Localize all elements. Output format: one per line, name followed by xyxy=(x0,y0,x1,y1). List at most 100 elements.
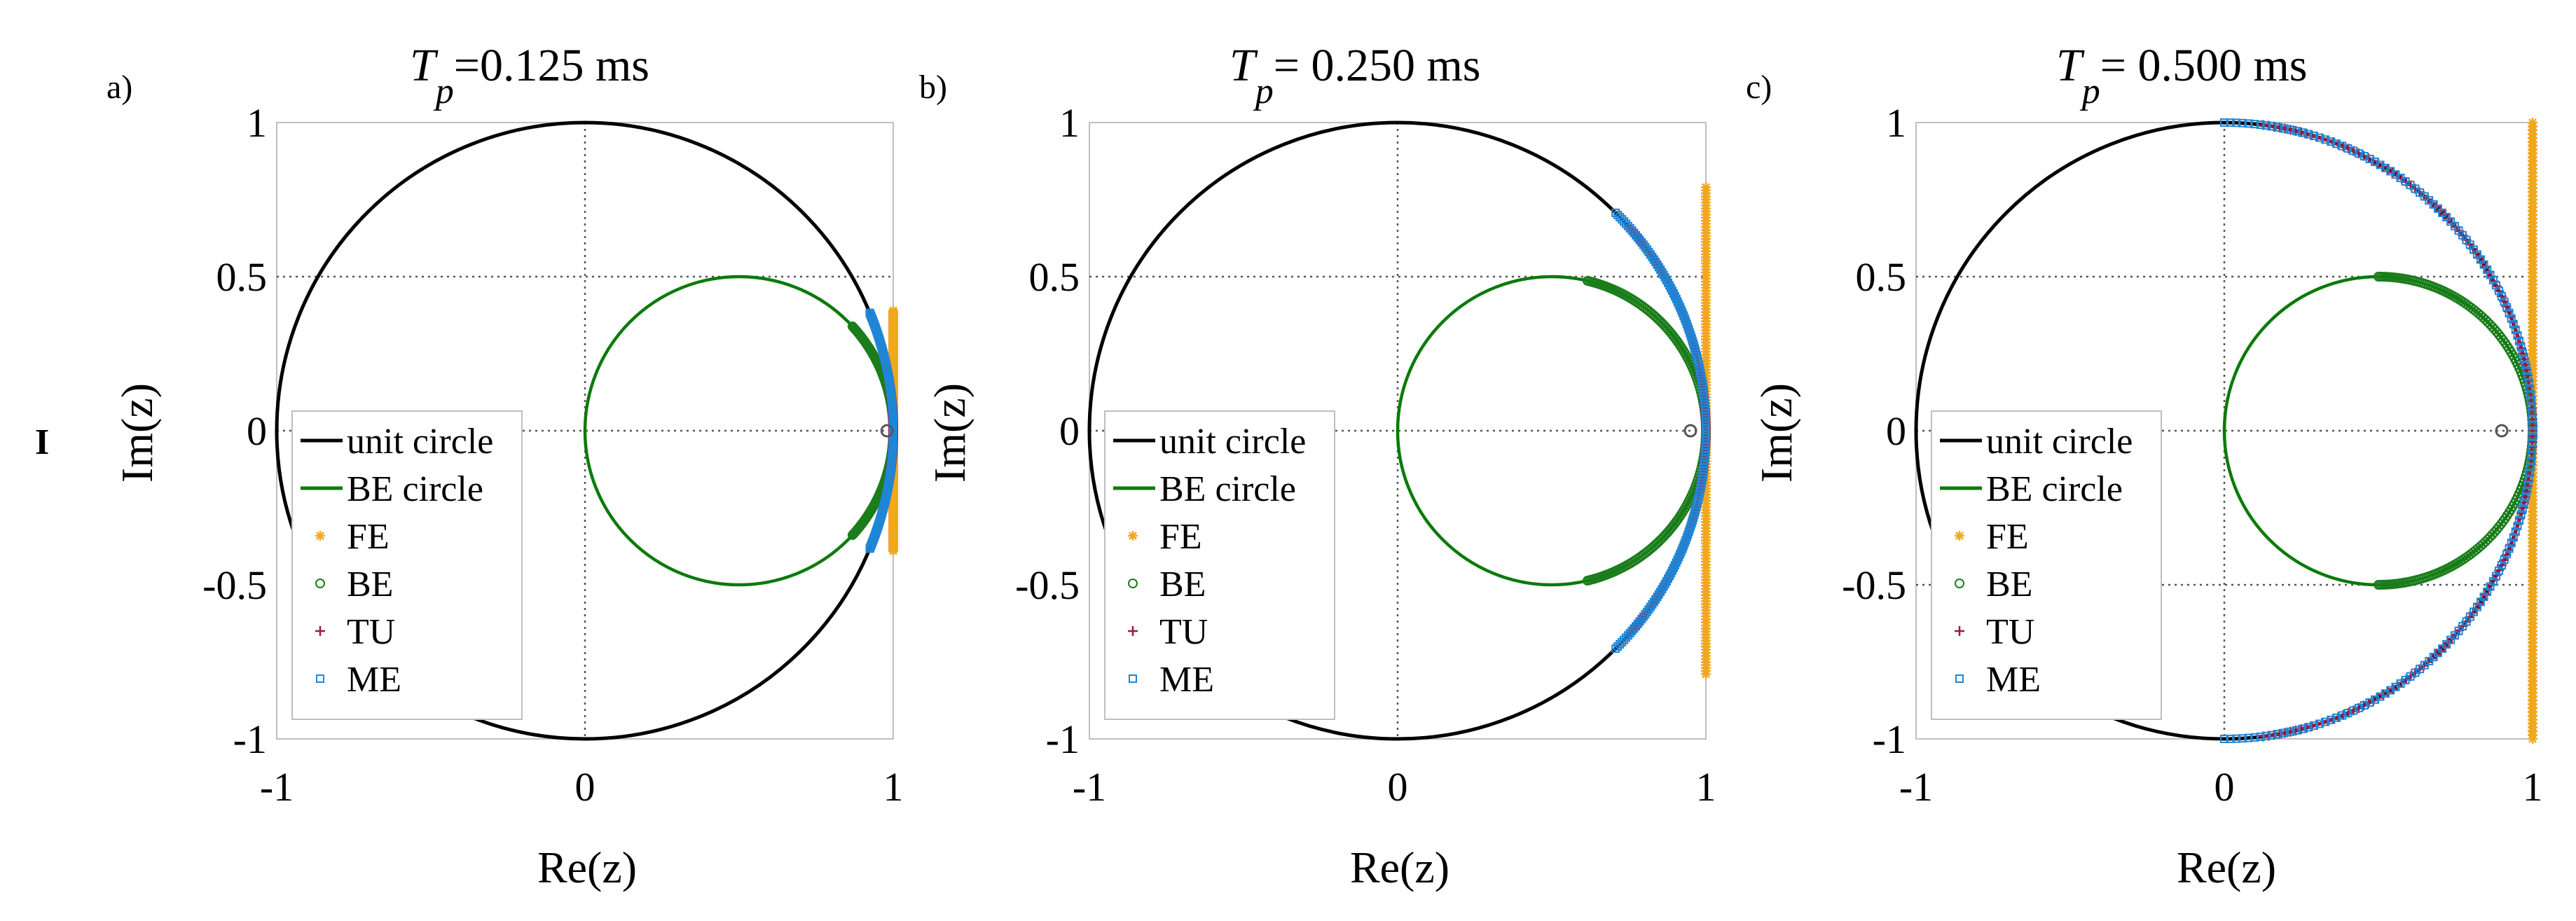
fe-point xyxy=(888,305,898,316)
me-point xyxy=(2518,348,2527,357)
me-point xyxy=(2250,733,2259,742)
me-point xyxy=(2519,498,2528,507)
title-subscript: p xyxy=(2079,71,2100,111)
panel-b: b) Tp= 0.250 ms Im(z) Re(z) -1 0 1 1 0.5 0 -0.… xyxy=(919,40,1716,892)
me-point xyxy=(2527,450,2536,459)
panel-label: a) xyxy=(106,69,132,106)
me-point xyxy=(2524,474,2533,483)
legend-item-unit-circle: unit circle xyxy=(1940,422,2133,462)
me-point xyxy=(2349,146,2358,155)
legend-item-tu: TU xyxy=(1955,612,2034,652)
me-point xyxy=(1676,547,1686,556)
me-series xyxy=(865,308,897,553)
title-value: = 0.500 ms xyxy=(2100,40,2308,91)
legend-item-fe: FE xyxy=(1955,517,2029,557)
legend-label: unit circle xyxy=(347,422,493,462)
x-tick-label: -1 xyxy=(260,764,294,810)
me-point xyxy=(2292,127,2301,136)
me-point xyxy=(2505,544,2514,553)
y-tick-label: 0 xyxy=(1059,408,1080,454)
legend-item-be-circle: BE circle xyxy=(1113,469,1296,509)
me-point xyxy=(2298,128,2307,137)
chart-title: Tp= 0.500 ms xyxy=(2056,40,2307,111)
panel-label: c) xyxy=(1746,69,1772,106)
me-point xyxy=(2355,149,2364,158)
legend: unit circle BE circle FE BE TU ME xyxy=(291,410,523,720)
legend-swatch xyxy=(315,579,325,588)
me-point xyxy=(1676,303,1685,312)
title-subscript: p xyxy=(433,71,454,111)
legend-label: BE xyxy=(1986,565,2032,604)
me-point xyxy=(1676,305,1686,314)
title-symbol: T xyxy=(2056,40,2085,91)
row-label: I xyxy=(35,422,49,462)
me-point xyxy=(1674,300,1683,309)
me-point xyxy=(2309,131,2318,140)
me-point xyxy=(1665,572,1674,581)
me-point xyxy=(1672,558,1681,567)
me-point xyxy=(2321,717,2330,726)
me-point xyxy=(2522,366,2531,375)
me-point xyxy=(1672,294,1681,303)
title-symbol: T xyxy=(1230,40,1258,91)
me-point xyxy=(2315,133,2324,142)
y-axis-label: Im(z) xyxy=(112,383,162,483)
me-point xyxy=(2232,734,2241,743)
chart-title: Tp= 0.250 ms xyxy=(1230,40,1480,111)
legend-item-be-circle: BE circle xyxy=(301,469,483,509)
me-point xyxy=(1678,544,1687,553)
me-point xyxy=(2274,123,2283,132)
legend-label: FE xyxy=(347,517,390,557)
me-point xyxy=(2513,521,2522,530)
me-point xyxy=(2298,724,2307,733)
legend-item-tu: TU xyxy=(1128,612,1208,652)
me-point xyxy=(2509,319,2518,328)
me-point xyxy=(1679,311,1688,320)
legend-swatch xyxy=(315,531,325,541)
me-point xyxy=(2256,120,2265,130)
be-point xyxy=(850,324,860,335)
me-point xyxy=(2502,303,2512,312)
be-point xyxy=(1582,275,1592,286)
me-point xyxy=(2365,154,2374,163)
me-point xyxy=(1669,563,1678,572)
be-series xyxy=(2374,272,2537,590)
me-point xyxy=(2502,550,2512,559)
me-point xyxy=(2220,118,2229,127)
me-point xyxy=(2226,118,2235,127)
me-point xyxy=(1673,555,1682,565)
y-tick-label: -1 xyxy=(1873,716,1906,762)
me-point xyxy=(2528,444,2537,453)
y-tick-label: -1 xyxy=(1046,716,1080,762)
me-point xyxy=(2526,457,2535,466)
me-point xyxy=(2303,723,2313,732)
me-point xyxy=(1668,286,1677,296)
legend-swatch xyxy=(316,674,324,683)
me-point xyxy=(2274,730,2283,739)
x-tick-label: -1 xyxy=(1899,764,1933,810)
legend-swatch xyxy=(1128,579,1138,588)
me-point xyxy=(2528,438,2537,448)
me-point xyxy=(2256,732,2265,741)
me-point xyxy=(2523,372,2533,381)
legend-label: BE circle xyxy=(1986,469,2123,509)
me-point xyxy=(2518,504,2527,513)
legend-item-me: ME xyxy=(316,660,401,700)
me-point xyxy=(2232,118,2241,127)
me-point xyxy=(2262,731,2271,740)
me-point xyxy=(1613,210,1623,219)
y-tick-label: -0.5 xyxy=(1015,562,1080,608)
me-point xyxy=(2522,486,2531,495)
me-point xyxy=(2526,390,2535,399)
plot-area: -1 0 1 1 0.5 0 -0.5 -1 xyxy=(1015,100,1716,810)
legend-item-be: BE xyxy=(1128,565,1206,604)
legend-swatch xyxy=(1955,531,1964,541)
legend-swatch xyxy=(1128,531,1138,541)
me-point xyxy=(2338,141,2347,151)
me-point xyxy=(1670,561,1679,570)
me-point xyxy=(2509,533,2518,542)
fe-point xyxy=(1701,182,1711,193)
me-point xyxy=(2250,120,2259,129)
me-point xyxy=(2526,396,2535,405)
